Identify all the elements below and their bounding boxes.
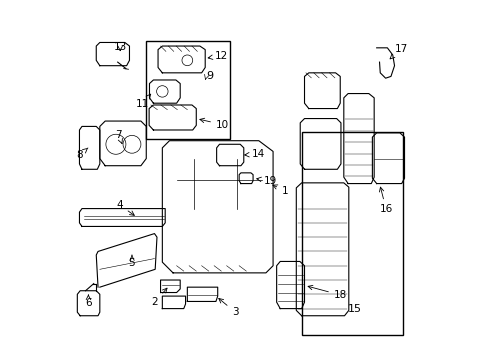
Text: 16: 16 bbox=[379, 187, 392, 214]
Text: 17: 17 bbox=[389, 44, 407, 59]
Text: 19: 19 bbox=[256, 176, 277, 186]
Bar bbox=[146, 41, 230, 139]
Text: 12: 12 bbox=[208, 51, 228, 61]
Text: 6: 6 bbox=[85, 295, 92, 308]
Text: 3: 3 bbox=[218, 298, 238, 317]
Text: 8: 8 bbox=[76, 148, 88, 160]
Text: 5: 5 bbox=[128, 255, 135, 268]
Text: 9: 9 bbox=[206, 71, 213, 81]
Text: 14: 14 bbox=[244, 149, 264, 159]
Text: 13: 13 bbox=[113, 42, 126, 52]
Text: 7: 7 bbox=[115, 130, 122, 144]
Text: 15: 15 bbox=[347, 304, 361, 314]
Text: 4: 4 bbox=[116, 200, 134, 215]
Text: 10: 10 bbox=[200, 118, 228, 130]
Text: 18: 18 bbox=[307, 285, 346, 300]
Bar bbox=[301, 132, 403, 336]
Text: 11: 11 bbox=[135, 94, 150, 109]
Text: 2: 2 bbox=[151, 288, 167, 307]
Text: 1: 1 bbox=[272, 185, 288, 196]
